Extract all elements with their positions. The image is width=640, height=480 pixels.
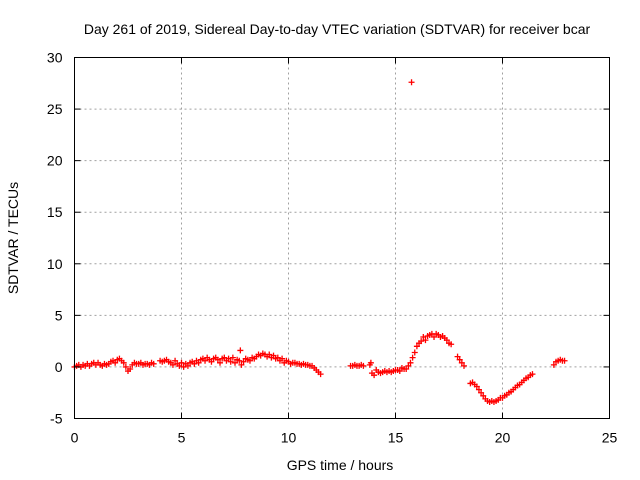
data-point bbox=[403, 365, 410, 372]
data-point bbox=[420, 334, 427, 341]
data-point bbox=[279, 355, 286, 362]
data-point bbox=[214, 356, 221, 363]
data-point bbox=[191, 360, 198, 367]
data-point bbox=[150, 360, 157, 367]
data-point bbox=[561, 357, 568, 364]
y-tick-label: 25 bbox=[47, 101, 63, 117]
y-tick-label: 0 bbox=[55, 359, 63, 375]
x-tick-label: 20 bbox=[495, 430, 511, 446]
data-point bbox=[180, 363, 187, 370]
y-tick-label: 30 bbox=[47, 50, 63, 66]
data-point bbox=[172, 357, 179, 364]
data-point bbox=[458, 359, 465, 366]
data-point bbox=[407, 359, 414, 366]
data-point bbox=[411, 349, 418, 356]
data-point bbox=[112, 359, 119, 366]
y-tick-label: 15 bbox=[47, 204, 63, 220]
data-point bbox=[550, 361, 557, 368]
data-point bbox=[443, 337, 450, 344]
data-point bbox=[229, 354, 236, 361]
data-point bbox=[317, 371, 324, 378]
data-point bbox=[480, 392, 487, 399]
data-point bbox=[221, 354, 228, 361]
data-point bbox=[238, 361, 245, 368]
data-points bbox=[71, 79, 568, 405]
data-point bbox=[236, 357, 243, 364]
y-tick-label: 5 bbox=[55, 307, 63, 323]
data-point bbox=[478, 389, 485, 396]
y-axis-label: SDTVAR / TECUs bbox=[5, 182, 21, 294]
data-point bbox=[184, 362, 191, 369]
data-point bbox=[127, 365, 134, 372]
data-point bbox=[225, 355, 232, 362]
data-point bbox=[475, 386, 482, 393]
data-point bbox=[237, 347, 244, 354]
data-point bbox=[122, 363, 129, 370]
data-point bbox=[270, 352, 277, 359]
x-tick-label: 25 bbox=[602, 430, 618, 446]
data-point bbox=[178, 359, 185, 366]
data-point bbox=[208, 358, 215, 365]
data-point bbox=[246, 357, 253, 364]
data-point bbox=[418, 338, 425, 345]
data-point bbox=[405, 362, 412, 369]
data-point bbox=[195, 359, 202, 366]
data-point bbox=[240, 358, 247, 365]
data-point bbox=[448, 341, 455, 348]
y-tick-label: 20 bbox=[47, 153, 63, 169]
x-tick-label: 10 bbox=[281, 430, 297, 446]
y-tick-label: -5 bbox=[50, 411, 63, 427]
data-point bbox=[431, 334, 438, 341]
data-point bbox=[409, 354, 416, 361]
data-point bbox=[266, 351, 273, 358]
data-point bbox=[176, 362, 183, 369]
data-point bbox=[454, 353, 461, 360]
data-point bbox=[274, 354, 281, 361]
axis-ticks: 0 5 10 15 20 25 -5 0 5 10 15 20 25 30 bbox=[47, 50, 618, 446]
data-point bbox=[232, 359, 238, 366]
y-tick-label: 10 bbox=[47, 256, 63, 272]
grid bbox=[74, 57, 610, 419]
data-point bbox=[408, 79, 415, 86]
data-point bbox=[202, 357, 209, 364]
data-point bbox=[422, 337, 429, 344]
data-point bbox=[367, 359, 374, 366]
x-axis-label: GPS time / hours bbox=[287, 457, 394, 473]
data-point bbox=[396, 368, 403, 375]
chart-title: Day 261 of 2019, Sidereal Day-to-day VTE… bbox=[84, 21, 591, 37]
data-point bbox=[360, 362, 367, 369]
x-tick-label: 15 bbox=[388, 430, 404, 446]
data-point bbox=[120, 359, 127, 366]
x-tick-label: 0 bbox=[71, 430, 79, 446]
plot-frame bbox=[74, 57, 610, 419]
data-point bbox=[169, 361, 176, 368]
data-point bbox=[460, 362, 467, 369]
data-point bbox=[217, 359, 224, 366]
data-point bbox=[227, 358, 234, 365]
data-point bbox=[371, 372, 378, 379]
data-point bbox=[473, 383, 480, 390]
data-point bbox=[413, 343, 420, 350]
x-tick-label: 5 bbox=[178, 430, 186, 446]
data-point bbox=[456, 356, 463, 363]
data-point bbox=[529, 371, 536, 378]
